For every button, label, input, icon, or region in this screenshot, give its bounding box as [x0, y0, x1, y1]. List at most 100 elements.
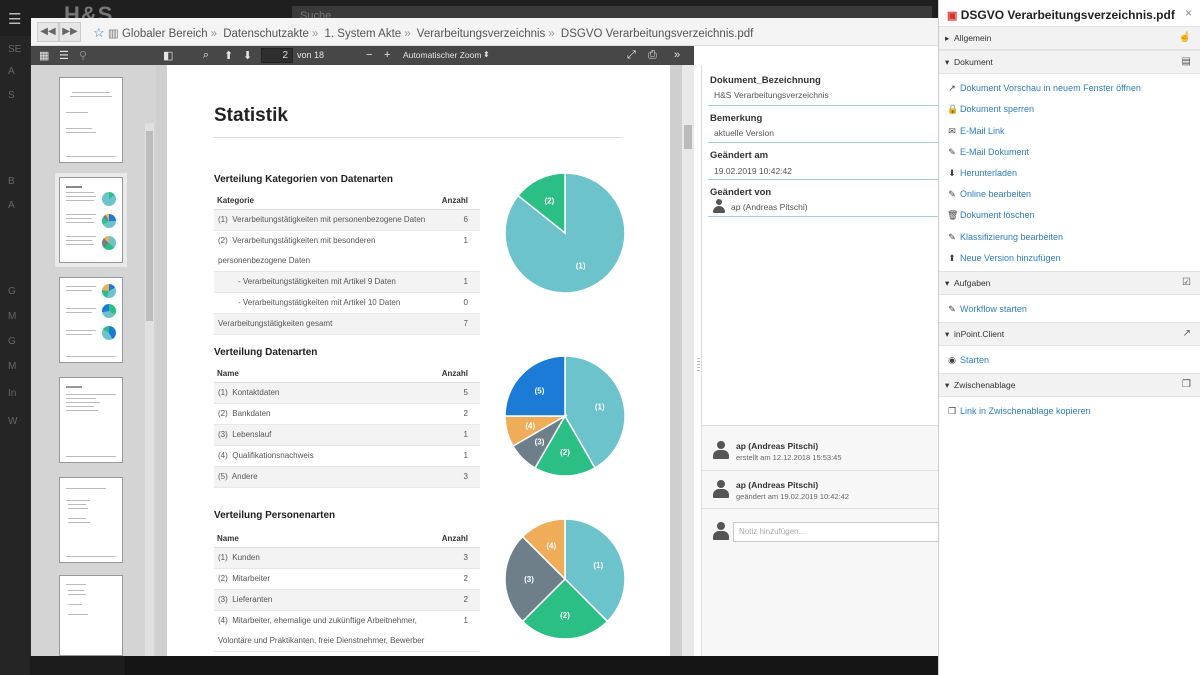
- thumbnail-scrollbar[interactable]: [145, 123, 154, 656]
- sidebar-toggle-icon[interactable]: ◧: [163, 50, 174, 62]
- section-dokument[interactable]: ▾ Dokument ▤: [939, 50, 1200, 74]
- sidebar-item[interactable]: M: [8, 311, 17, 322]
- section-inpoint-client[interactable]: ▾ inPoint.Client ↗: [939, 322, 1200, 346]
- sidebar-item[interactable]: SE: [8, 44, 22, 55]
- field-value[interactable]: 19.02.2019 10:42:42: [714, 166, 792, 176]
- trash-icon: 🗑: [947, 210, 959, 220]
- pie-slice-label: (1): [593, 561, 603, 570]
- previous-page-icon[interactable]: ⬆: [224, 50, 234, 62]
- pie-slice-label: (1): [576, 261, 586, 270]
- action-lock-document[interactable]: 🔒 Dokument sperren: [947, 104, 1035, 114]
- field-value[interactable]: aktuelle Version: [714, 128, 775, 138]
- user-avatar-icon: [712, 522, 730, 540]
- sidebar-item[interactable]: A: [8, 66, 15, 77]
- fullscreen-icon[interactable]: ⤢: [627, 49, 636, 61]
- close-button[interactable]: ×: [1184, 6, 1192, 20]
- sidebar-item[interactable]: M: [8, 361, 17, 372]
- pie-slice: [564, 518, 626, 623]
- action-start-client[interactable]: ◉ Starten: [948, 355, 990, 365]
- action-delete-document[interactable]: 🗑 Dokument löschen: [947, 210, 1035, 220]
- pie-slice-label: (2): [544, 197, 554, 206]
- page-thumbnail[interactable]: [59, 277, 123, 363]
- pie-slice: [521, 577, 609, 640]
- action-panel: ▣ DSGVO Verarbeitungsverzeichnis.pdf × ▸…: [938, 0, 1200, 675]
- breadcrumb-item[interactable]: Datenschutzakte: [223, 28, 309, 40]
- page-number-input[interactable]: 2: [261, 48, 293, 63]
- note-input[interactable]: Notiz hinzufügen...: [733, 522, 940, 542]
- action-email-link[interactable]: ✉ E-Mail Link: [948, 126, 1005, 136]
- page-thumbnail[interactable]: [59, 77, 123, 163]
- zoom-select[interactable]: Automatischer Zoom: [403, 50, 482, 60]
- section-heading: Verteilung Datenarten: [214, 347, 318, 358]
- pie-slice-label: (4): [525, 421, 535, 430]
- panel-splitter-handle[interactable]: [697, 358, 700, 372]
- field-label: Dokument_Bezeichnung: [710, 75, 821, 86]
- action-edit-classification[interactable]: ✎ Klassifizierung bearbeiten: [948, 232, 1064, 242]
- section-allgemein[interactable]: ▸ Allgemein ☝: [939, 26, 1200, 50]
- user-avatar-icon: [712, 199, 726, 213]
- breadcrumb-item[interactable]: 1. System Akte: [324, 28, 402, 40]
- action-copy-link[interactable]: ❐ Link in Zwischenablage kopieren: [947, 406, 1091, 416]
- table-row: (1) Verarbeitungstätigkeiten mit persone…: [214, 210, 480, 231]
- sidebar-item[interactable]: G: [8, 286, 16, 297]
- page-title: Statistik: [214, 105, 288, 126]
- attachments-icon[interactable]: ⚲: [79, 50, 88, 62]
- zoom-in-button[interactable]: +: [384, 49, 391, 61]
- print-icon[interactable]: ⎙: [648, 49, 657, 61]
- edit-icon: ✎: [948, 189, 956, 199]
- pie-slice-label: (2): [560, 611, 570, 620]
- pie-slice-label: (2): [560, 448, 570, 457]
- forward-button[interactable]: ▶▶: [59, 22, 81, 42]
- field-value: ap (Andreas Pitschi): [731, 202, 808, 212]
- category-table: Kategorie Anzahl (1) Verarbeitungstätigk…: [214, 196, 480, 335]
- more-tools-icon[interactable]: »: [674, 49, 681, 61]
- history-panel: ap (Andreas Pitschi) erstellt am 12.12.2…: [702, 425, 940, 656]
- pie-slice-label: (1): [595, 403, 605, 412]
- star-icon[interactable]: ☆: [93, 25, 105, 40]
- copy-icon: ❐: [947, 406, 957, 416]
- sidebar-item[interactable]: S: [8, 90, 15, 101]
- field-value[interactable]: H&S Verarbeitungsverzeichnis: [714, 90, 829, 100]
- page-thumbnail-selected[interactable]: [59, 177, 123, 263]
- table-header: Name Anzahl: [214, 369, 480, 383]
- table-row: (3) Lebenslauf 1: [214, 425, 480, 446]
- zoom-out-button[interactable]: −: [366, 49, 373, 61]
- pie-slice-label: (5): [535, 387, 545, 396]
- pie-chart-categories: (1) (2): [504, 172, 626, 294]
- action-add-version[interactable]: ⬆ Neue Version hinzufügen: [948, 253, 1061, 263]
- thumbnails-grid-icon[interactable]: ▦: [39, 50, 50, 62]
- table-row: (2) Mitarbeiter 2: [214, 569, 480, 590]
- back-button[interactable]: ◀◀: [37, 22, 59, 42]
- pie-slice: [533, 414, 597, 477]
- section-aufgaben[interactable]: ▾ Aufgaben ☑: [939, 271, 1200, 295]
- action-open-preview[interactable]: ↗ Dokument Vorschau in neuem Fenster öffn…: [948, 83, 1141, 93]
- search-icon[interactable]: ⌕: [203, 49, 210, 61]
- breadcrumb-item[interactable]: Verarbeitungsverzeichnis: [416, 28, 546, 40]
- sidebar-item[interactable]: W: [8, 416, 18, 427]
- sidebar-item[interactable]: A: [8, 200, 15, 211]
- page-thumbnail[interactable]: [59, 477, 123, 563]
- table-row: (1) Kontaktdaten 5: [214, 383, 480, 404]
- next-page-icon[interactable]: ⬇: [243, 50, 253, 62]
- menu-icon[interactable]: ☰: [8, 11, 22, 28]
- pie-slice-label: (3): [524, 575, 534, 584]
- breadcrumb: ☆ ▥ Globaler Bereich» Datenschutzakte» 1…: [93, 25, 754, 40]
- caret-right-icon: ▸: [945, 33, 950, 43]
- thumbnail-sidebar: [31, 65, 156, 656]
- sidebar-item[interactable]: In: [8, 388, 17, 399]
- action-download[interactable]: ⬇ Herunterladen: [948, 168, 1018, 178]
- sidebar-item[interactable]: G: [8, 336, 16, 347]
- outline-icon[interactable]: ☰: [59, 50, 69, 62]
- breadcrumb-item[interactable]: Globaler Bereich: [121, 28, 208, 40]
- page-scrollbar[interactable]: [682, 65, 694, 656]
- action-online-edit[interactable]: ✎ Online bearbeiten: [948, 189, 1032, 199]
- action-email-document[interactable]: ✎ E-Mail Dokument: [948, 147, 1030, 157]
- action-start-workflow[interactable]: ✎ Workflow starten: [948, 304, 1027, 314]
- page-thumbnail[interactable]: [59, 575, 123, 656]
- page-thumbnail[interactable]: [59, 377, 123, 463]
- lock-icon: 🔒: [947, 104, 959, 114]
- pie-slice: [517, 172, 566, 235]
- zoom-select-arrow-icon[interactable]: ⬍: [483, 50, 490, 59]
- section-zwischenablage[interactable]: ▾ Zwischenablage ❐: [939, 373, 1200, 397]
- sidebar-item[interactable]: B: [8, 176, 15, 187]
